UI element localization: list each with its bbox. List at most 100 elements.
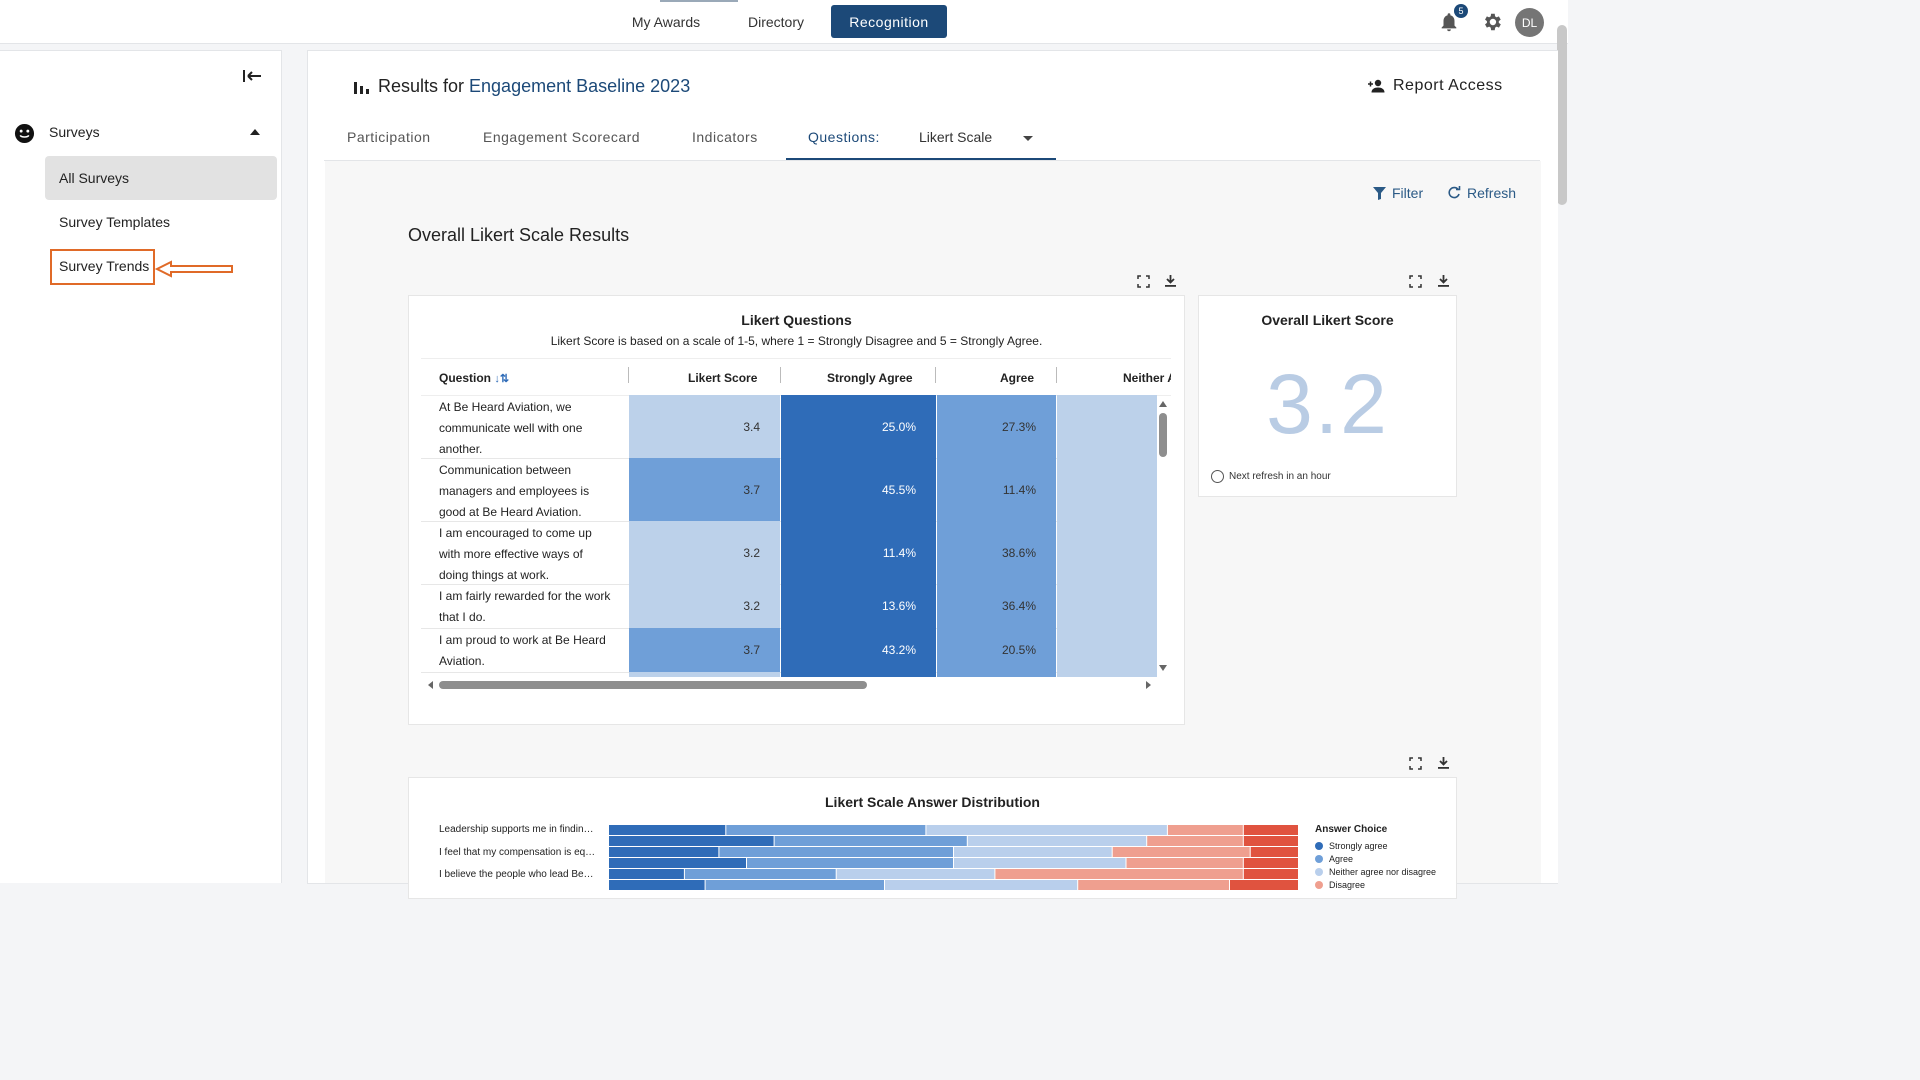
expand-icon[interactable] bbox=[1409, 275, 1422, 288]
table-vertical-scrollbar[interactable] bbox=[1156, 395, 1170, 677]
column-header-agree[interactable]: Agree bbox=[1000, 371, 1035, 385]
category-label: Leadership supports me in findin… bbox=[439, 824, 594, 835]
question-text: I am encouraged to come up with more eff… bbox=[439, 526, 592, 582]
legend-item[interactable]: Disagree bbox=[1315, 878, 1436, 891]
distribution-bar-segment[interactable] bbox=[1243, 858, 1298, 868]
distribution-bar-segment[interactable] bbox=[1230, 880, 1298, 890]
strongly-agree-cell: 45.5% bbox=[781, 458, 936, 521]
card-subtitle: Likert Score is based on a scale of 1-5,… bbox=[550, 334, 1043, 348]
distribution-bar-segment[interactable] bbox=[1078, 880, 1229, 890]
table-row[interactable]: At Be Heard Aviation, we communicate wel… bbox=[421, 395, 1157, 459]
distribution-bar-segment[interactable] bbox=[954, 847, 1112, 857]
survey-name[interactable]: Engagement Baseline 2023 bbox=[469, 76, 691, 96]
distribution-bar-segment[interactable] bbox=[609, 880, 705, 890]
distribution-bar-segment[interactable] bbox=[719, 847, 953, 857]
distribution-bar-segment[interactable] bbox=[954, 858, 1126, 868]
table-row[interactable]: Communication between managers and emplo… bbox=[421, 458, 1157, 522]
collapse-sidebar-icon[interactable] bbox=[241, 67, 263, 85]
table-row[interactable]: I am fairly rewarded for the work that I… bbox=[421, 584, 1157, 629]
nav-directory[interactable]: Directory bbox=[747, 13, 804, 30]
report-access-button[interactable]: Report Access bbox=[1368, 77, 1503, 95]
active-tab-underline bbox=[786, 158, 1056, 160]
download-icon[interactable] bbox=[1164, 274, 1177, 287]
column-header-neither[interactable]: Neither A bbox=[1123, 371, 1171, 385]
tab-participation[interactable]: Participation bbox=[347, 129, 431, 145]
expand-icon[interactable] bbox=[1409, 757, 1422, 770]
scroll-left-icon[interactable] bbox=[425, 679, 437, 691]
column-header-strongly-agree[interactable]: Strongly Agree bbox=[827, 371, 913, 385]
strongly-agree-cell bbox=[781, 672, 936, 677]
chevron-up-icon[interactable] bbox=[250, 129, 260, 135]
table-row[interactable]: I am encouraged to come up with more eff… bbox=[421, 521, 1157, 585]
question-type-select[interactable]: Likert Scale bbox=[919, 129, 993, 145]
tab-bar: Participation Engagement Scorecard Indic… bbox=[324, 119, 1540, 161]
refresh-button[interactable]: Refresh bbox=[1447, 185, 1516, 201]
scroll-right-icon[interactable] bbox=[1142, 679, 1154, 691]
column-divider[interactable] bbox=[1056, 367, 1057, 383]
distribution-bar-segment[interactable] bbox=[1243, 869, 1298, 879]
distribution-bar-segment[interactable] bbox=[726, 825, 926, 835]
filter-button[interactable]: Filter bbox=[1373, 185, 1423, 201]
column-header-likert-score[interactable]: Likert Score bbox=[688, 371, 758, 385]
distribution-bar-segment[interactable] bbox=[1147, 836, 1243, 846]
page-scrollbar[interactable] bbox=[1557, 25, 1567, 205]
legend-item[interactable]: Agree bbox=[1315, 852, 1436, 865]
neither-cell bbox=[1057, 458, 1157, 521]
column-header-question[interactable]: Question ↓⇅ bbox=[439, 371, 510, 385]
results-content: Filter Refresh Overall Likert Scale Resu… bbox=[325, 161, 1541, 899]
distribution-bar-segment[interactable] bbox=[926, 825, 1167, 835]
column-divider[interactable] bbox=[628, 367, 629, 383]
column-divider[interactable] bbox=[780, 367, 781, 383]
download-icon[interactable] bbox=[1437, 756, 1450, 769]
distribution-bar-segment[interactable] bbox=[705, 880, 884, 890]
distribution-bar-segment[interactable] bbox=[747, 858, 953, 868]
highlight-box bbox=[50, 249, 155, 285]
distribution-bar-segment[interactable] bbox=[1250, 847, 1298, 857]
table-row[interactable]: I am proud to work at Be Heard Aviation.… bbox=[421, 628, 1157, 673]
distribution-bar-segment[interactable] bbox=[836, 869, 995, 879]
distribution-bar-segment[interactable] bbox=[1167, 825, 1243, 835]
tab-questions[interactable]: Questions: bbox=[808, 129, 880, 145]
sort-icon[interactable]: ↓⇅ bbox=[494, 373, 510, 385]
table-horizontal-scrollbar[interactable] bbox=[439, 681, 867, 689]
strongly-agree-cell: 13.6% bbox=[781, 584, 936, 628]
strongly-agree-cell: 11.4% bbox=[781, 521, 936, 584]
nav-recognition[interactable]: Recognition bbox=[831, 5, 947, 38]
legend-item[interactable]: Strongly agree bbox=[1315, 839, 1436, 852]
distribution-bar-segment[interactable] bbox=[1243, 825, 1298, 835]
distribution-bar-segment[interactable] bbox=[774, 836, 967, 846]
gear-icon[interactable] bbox=[1481, 11, 1503, 33]
sidebar-item-all-surveys[interactable]: All Surveys bbox=[45, 156, 277, 200]
chevron-down-icon[interactable] bbox=[1023, 136, 1033, 141]
legend-item[interactable]: Neither agree nor disagree bbox=[1315, 865, 1436, 878]
distribution-bar-segment[interactable] bbox=[1243, 836, 1298, 846]
tab-engagement-scorecard[interactable]: Engagement Scorecard bbox=[483, 129, 641, 145]
distribution-bar-segment[interactable] bbox=[967, 836, 1147, 846]
distribution-bar-segment[interactable] bbox=[885, 880, 1078, 890]
sidebar-section-surveys[interactable]: Surveys bbox=[14, 121, 264, 145]
distribution-bar-segment[interactable] bbox=[609, 869, 684, 879]
distribution-bar-segment[interactable] bbox=[609, 858, 746, 868]
distribution-bar-segment[interactable] bbox=[609, 825, 726, 835]
distribution-bar-segment[interactable] bbox=[609, 836, 774, 846]
neither-cell bbox=[1057, 672, 1157, 677]
sidebar-item-survey-templates[interactable]: Survey Templates bbox=[59, 214, 171, 230]
tab-indicators[interactable]: Indicators bbox=[692, 129, 758, 145]
bell-icon[interactable] bbox=[1438, 11, 1460, 33]
avatar[interactable]: DL bbox=[1515, 8, 1544, 37]
table-body: At Be Heard Aviation, we communicate wel… bbox=[421, 395, 1157, 677]
nav-my-awards[interactable]: My Awards bbox=[631, 13, 701, 30]
distribution-bar-segment[interactable] bbox=[609, 847, 719, 857]
expand-icon[interactable] bbox=[1137, 275, 1150, 288]
download-icon[interactable] bbox=[1437, 274, 1450, 287]
column-divider[interactable] bbox=[935, 367, 936, 383]
neither-cell bbox=[1057, 521, 1157, 584]
category-label: I believe the people who lead Be… bbox=[439, 869, 594, 880]
table-row[interactable] bbox=[421, 672, 1157, 677]
distribution-bar-segment[interactable] bbox=[1112, 847, 1250, 857]
bar-chart-icon bbox=[354, 81, 369, 94]
distribution-bar-segment[interactable] bbox=[684, 869, 836, 879]
distribution-bar-segment[interactable] bbox=[1126, 858, 1243, 868]
sidebar-item-survey-trends[interactable]: Survey Trends bbox=[59, 258, 150, 274]
distribution-bar-segment[interactable] bbox=[995, 869, 1243, 879]
